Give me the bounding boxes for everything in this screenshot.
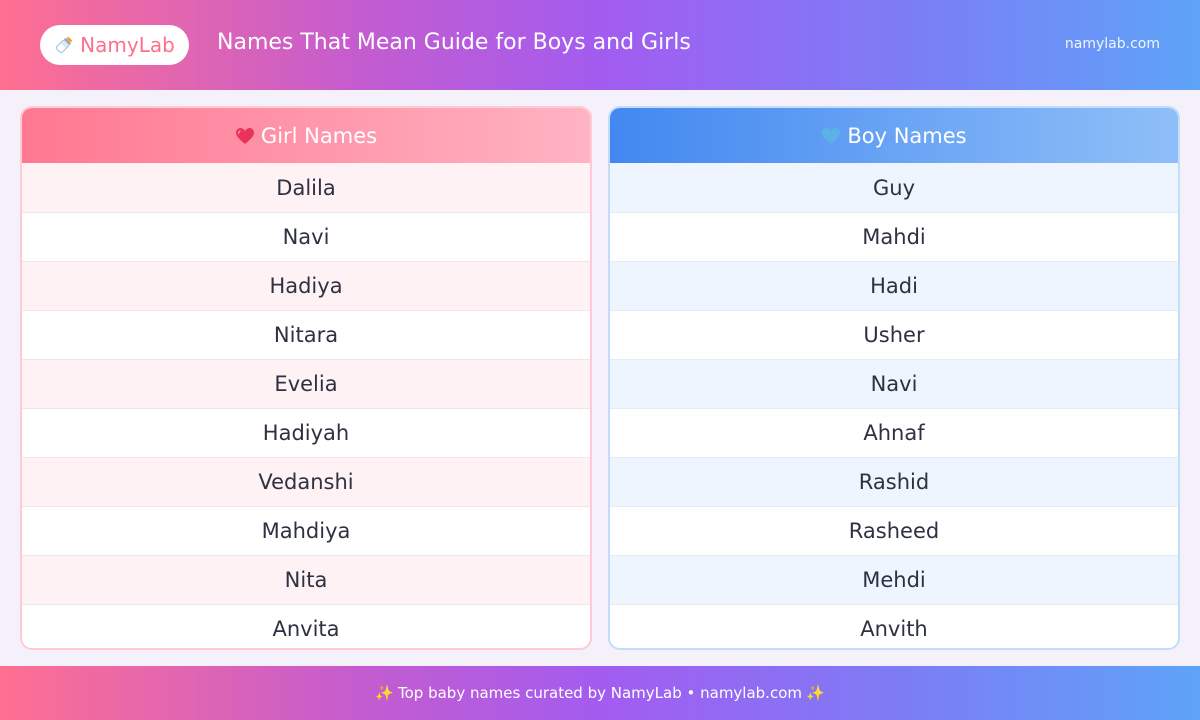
girl-names-heading: Girl Names (260, 123, 378, 148)
boy-names-header: Boy Names (610, 108, 1178, 163)
boy-name-row: Rashid (610, 457, 1178, 506)
girl-name-row: Navi (22, 212, 590, 261)
boy-name-row: Rasheed (610, 506, 1178, 555)
girl-name-row: Vedanshi (22, 457, 590, 506)
girl-name-row: Hadiyah (22, 408, 590, 457)
blue-heart-icon (822, 127, 841, 144)
baby-bottle-icon (56, 36, 73, 54)
girl-name-row: Hadiya (22, 261, 590, 310)
logo-label: NamyLab (80, 33, 175, 57)
sparkles-icon: ✨ (375, 684, 394, 702)
boy-name-row: Mahdi (610, 212, 1178, 261)
boy-names-list: Guy Mahdi Hadi Usher Navi Ahnaf Rashid R… (610, 163, 1178, 648)
boy-name-row: Usher (610, 310, 1178, 359)
boy-name-row: Anvith (610, 604, 1178, 648)
sparkles-icon: ✨ (806, 684, 825, 702)
boy-name-row: Mehdi (610, 555, 1178, 604)
pink-heart-icon (235, 127, 254, 144)
girl-names-panel: Girl Names Dalila Navi Hadiya Nitara Eve… (20, 106, 592, 650)
girl-name-row: Nita (22, 555, 590, 604)
girl-names-list: Dalila Navi Hadiya Nitara Evelia Hadiyah… (22, 163, 590, 648)
girl-name-row: Anvita (22, 604, 590, 648)
girl-name-row: Dalila (22, 163, 590, 212)
header-bar: NamyLab Names That Mean Guide for Boys a… (0, 0, 1200, 90)
boy-name-row: Hadi (610, 261, 1178, 310)
boy-names-panel: Boy Names Guy Mahdi Hadi Usher Navi Ahna… (608, 106, 1180, 650)
site-link[interactable]: namylab.com (1064, 36, 1160, 52)
boy-name-row: Ahnaf (610, 408, 1178, 457)
girl-name-row: Mahdiya (22, 506, 590, 555)
girl-name-row: Nitara (22, 310, 590, 359)
footer-text: Top baby names curated by NamyLab • namy… (398, 684, 802, 702)
girl-names-header: Girl Names (22, 108, 590, 163)
boy-names-heading: Boy Names (847, 123, 967, 148)
logo-button[interactable]: NamyLab (40, 25, 189, 65)
page-title: Names That Mean Guide for Boys and Girls (217, 30, 691, 55)
girl-name-row: Evelia (22, 359, 590, 408)
footer-bar: ✨ Top baby names curated by NamyLab • na… (0, 666, 1200, 720)
boy-name-row: Navi (610, 359, 1178, 408)
boy-name-row: Guy (610, 163, 1178, 212)
